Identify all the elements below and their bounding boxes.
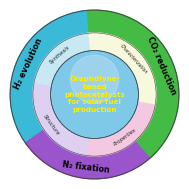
- Circle shape: [70, 55, 119, 103]
- Text: H₂ evolution: H₂ evolution: [12, 37, 44, 91]
- Text: Characterization: Characterization: [119, 43, 148, 75]
- Wedge shape: [33, 84, 88, 156]
- Text: Properties: Properties: [113, 127, 138, 147]
- Text: Structure: Structure: [43, 114, 61, 137]
- Wedge shape: [86, 102, 155, 156]
- Circle shape: [51, 51, 138, 138]
- Text: Graphdiyne-
based
photocatalysts
for solar fuel
production: Graphdiyne- based photocatalysts for sol…: [64, 76, 125, 113]
- Text: N₂ fixation: N₂ fixation: [61, 160, 110, 174]
- Wedge shape: [34, 33, 91, 87]
- Wedge shape: [89, 33, 156, 105]
- Text: Synthesis: Synthesis: [49, 44, 71, 65]
- Wedge shape: [10, 10, 89, 143]
- Wedge shape: [87, 10, 179, 157]
- Wedge shape: [25, 130, 151, 179]
- Text: CO₂ reduction: CO₂ reduction: [145, 36, 178, 96]
